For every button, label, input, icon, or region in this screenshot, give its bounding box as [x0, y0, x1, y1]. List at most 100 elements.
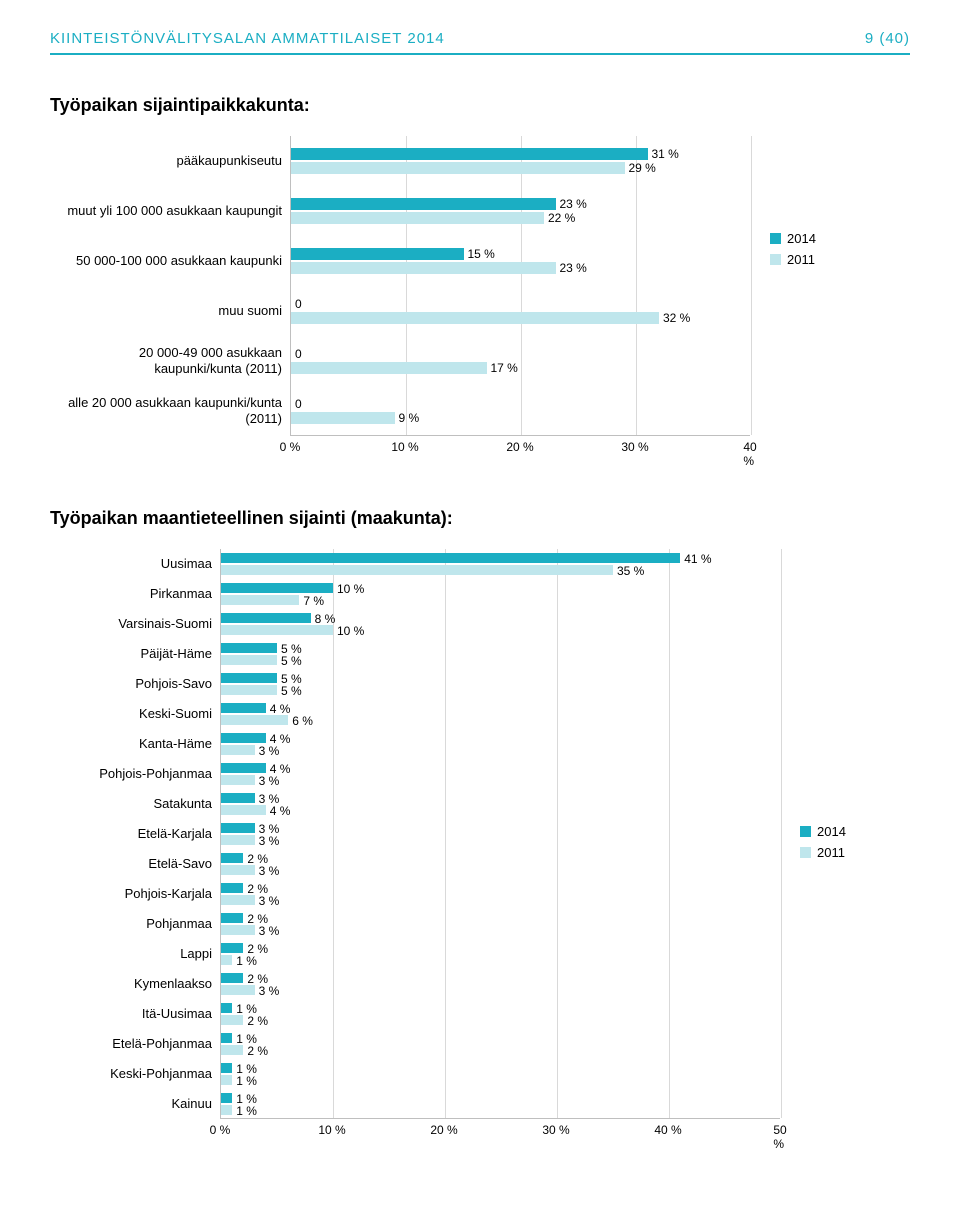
x-tick-label: 50 % — [773, 1123, 786, 1151]
page-number: 9 (40) — [865, 30, 910, 47]
category-label: Päijät-Häme — [50, 639, 220, 669]
category-label: Keski-Pohjanmaa — [50, 1059, 220, 1089]
category-label: Pohjois-Pohjanmaa — [50, 759, 220, 789]
category-label: Pohjois-Savo — [50, 669, 220, 699]
category-label: Pirkanmaa — [50, 579, 220, 609]
bar-value-label: 3 % — [255, 834, 280, 848]
bar-value-label: 0 — [295, 347, 302, 361]
bar: 3 % — [221, 865, 255, 875]
category-label: 20 000-49 000 asukkaan kaupunki/kunta (2… — [50, 336, 290, 386]
bar-value-label: 3 % — [255, 924, 280, 938]
chart-workplace-location: Työpaikan sijaintipaikkakunta: pääkaupun… — [50, 95, 910, 458]
chart-geographic-region: Työpaikan maantieteellinen sijainti (maa… — [50, 508, 910, 1141]
bar: 4 % — [221, 703, 266, 713]
bar-value-label: 22 % — [544, 211, 575, 225]
bar-value-label: 7 % — [299, 594, 324, 608]
bar: 17 % — [291, 362, 487, 374]
bar: 3 % — [221, 745, 255, 755]
chart1-plot: 31 %29 %23 %22 %15 %23 %032 %017 %09 % — [290, 136, 750, 436]
category-label: muut yli 100 000 asukkaan kaupungit — [50, 186, 290, 236]
legend-item: 2014 — [800, 824, 846, 839]
gridline — [445, 549, 446, 1118]
bar-value-label: 0 — [295, 297, 302, 311]
bar: 3 % — [221, 985, 255, 995]
bar — [221, 1033, 232, 1043]
bar: 3 % — [221, 925, 255, 935]
bar-value-label: 15 % — [464, 247, 495, 261]
legend-swatch — [800, 847, 811, 858]
legend-label: 2011 — [817, 845, 845, 860]
bar: 4 % — [221, 763, 266, 773]
bar-value-label: 31 % — [648, 147, 679, 161]
chart2-title: Työpaikan maantieteellinen sijainti (maa… — [50, 508, 910, 529]
category-label: 50 000-100 000 asukkaan kaupunki — [50, 236, 290, 286]
bar-value-label: 23 % — [556, 261, 587, 275]
bar: 4 % — [221, 733, 266, 743]
bar: 3 % — [221, 775, 255, 785]
gridline — [751, 136, 752, 435]
bar-value-label: 3 % — [255, 984, 280, 998]
category-label: Varsinais-Suomi — [50, 609, 220, 639]
bar-value-label: 3 % — [255, 744, 280, 758]
x-tick-label: 20 % — [430, 1123, 457, 1137]
bar — [221, 1093, 232, 1103]
bar: 32 % — [291, 312, 659, 324]
bar: 3 % — [221, 895, 255, 905]
bar-value-label: 0 — [295, 397, 302, 411]
bar: 9 % — [291, 412, 395, 424]
bar: 6 % — [221, 715, 288, 725]
x-tick-label: 10 % — [318, 1123, 345, 1137]
bar — [221, 1063, 232, 1073]
chart1-y-labels: pääkaupunkiseutumuut yli 100 000 asukkaa… — [50, 136, 290, 436]
category-label: Kainuu — [50, 1089, 220, 1119]
bar-value-label: 3 % — [255, 774, 280, 788]
bar-value-label: 10 % — [333, 624, 364, 638]
category-label: Pohjanmaa — [50, 909, 220, 939]
bar-value-label: 35 % — [613, 564, 644, 578]
bar-value-label: 3 % — [255, 894, 280, 908]
bar-value-label: 23 % — [556, 197, 587, 211]
bar-value-label: 5 % — [277, 684, 302, 698]
bar-value-label: 1 % — [236, 954, 257, 968]
legend-label: 2011 — [787, 252, 815, 267]
gridline — [521, 136, 522, 435]
bar: 10 % — [221, 625, 333, 635]
chart2-legend: 2014 2011 — [800, 824, 846, 866]
category-label: Kanta-Häme — [50, 729, 220, 759]
bar-value-label: 2 % — [243, 1044, 268, 1058]
bar: 2 % — [221, 853, 243, 863]
category-label: pääkaupunkiseutu — [50, 136, 290, 186]
bar: 5 % — [221, 685, 277, 695]
gridline — [781, 549, 782, 1118]
bar: 3 % — [221, 793, 255, 803]
bar — [221, 955, 232, 965]
bar: 41 % — [221, 553, 680, 563]
doc-title: KIINTEISTÖNVÄLITYSALAN AMMATTILAISET 201… — [50, 30, 445, 47]
x-tick-label: 10 % — [391, 440, 418, 454]
bar-value-label: 3 % — [255, 864, 280, 878]
bar-value-label: 6 % — [288, 714, 313, 728]
legend-item: 2011 — [800, 845, 846, 860]
bar: 5 % — [221, 673, 277, 683]
bar-value-label: 41 % — [680, 552, 711, 566]
x-tick-label: 30 % — [621, 440, 648, 454]
legend-item: 2011 — [770, 252, 816, 267]
page-header: KIINTEISTÖNVÄLITYSALAN AMMATTILAISET 201… — [50, 30, 910, 55]
x-tick-label: 20 % — [506, 440, 533, 454]
bar: 31 % — [291, 148, 648, 160]
bar-value-label: 2 % — [243, 1014, 268, 1028]
bar: 10 % — [221, 583, 333, 593]
legend-swatch — [770, 254, 781, 265]
bar: 5 % — [221, 643, 277, 653]
bar: 5 % — [221, 655, 277, 665]
bar-value-label: 17 % — [487, 361, 518, 375]
bar: 2 % — [221, 973, 243, 983]
category-label: Satakunta — [50, 789, 220, 819]
chart1-x-axis: 0 %10 %20 %30 %40 % — [290, 436, 750, 458]
x-tick-label: 30 % — [542, 1123, 569, 1137]
category-label: muu suomi — [50, 286, 290, 336]
bar — [221, 1105, 232, 1115]
chart2-y-labels: UusimaaPirkanmaaVarsinais-SuomiPäijät-Hä… — [50, 549, 220, 1119]
bar-value-label: 4 % — [266, 804, 291, 818]
category-label: Kymenlaakso — [50, 969, 220, 999]
